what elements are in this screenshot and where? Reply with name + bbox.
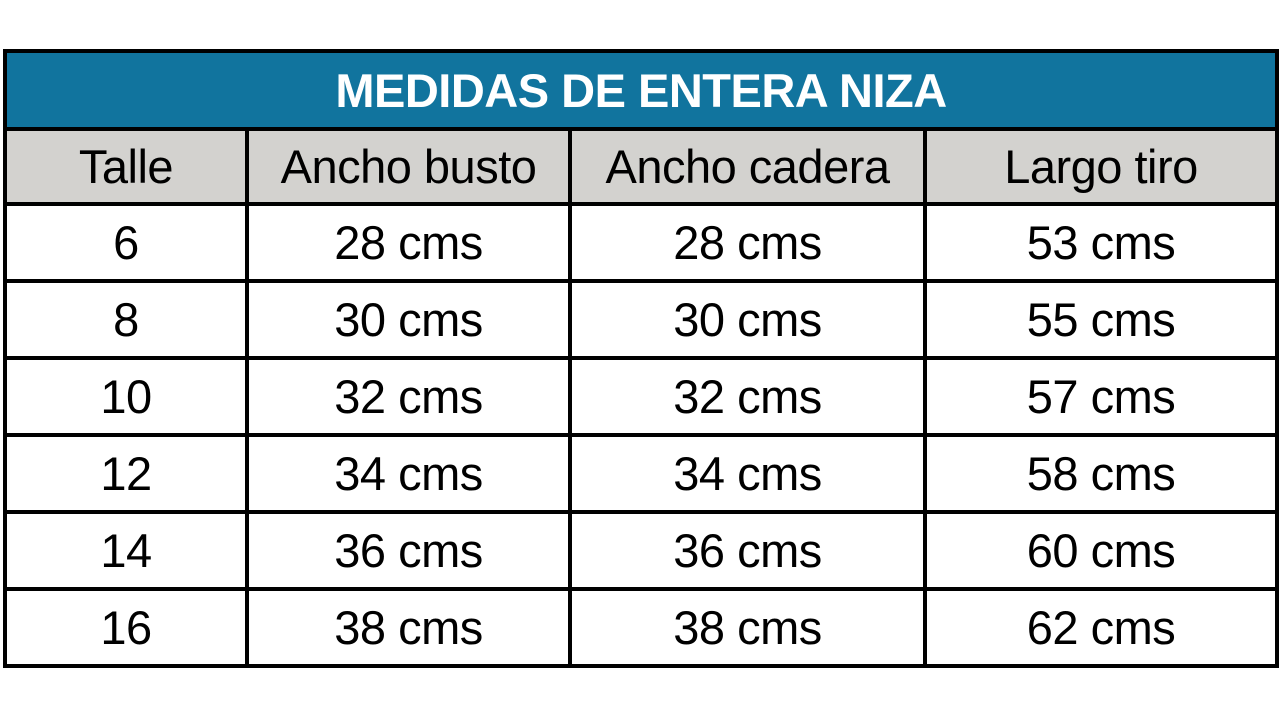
title-row: MEDIDAS DE ENTERA NIZA — [2, 49, 1280, 131]
header-row: Talle Ancho busto Ancho cadera Largo tir… — [3, 127, 1280, 206]
cell-ancho-cadera: 32 cms — [568, 356, 927, 437]
cell-talle: 6 — [3, 202, 249, 283]
table-title: MEDIDAS DE ENTERA NIZA — [2, 49, 1280, 131]
cell-ancho-busto: 32 cms — [245, 356, 572, 437]
cell-talle: 14 — [3, 510, 249, 591]
table-row: 16 38 cms 38 cms 62 cms — [3, 587, 1280, 668]
table-row: 14 36 cms 36 cms 60 cms — [3, 510, 1280, 591]
cell-ancho-busto: 30 cms — [245, 279, 572, 360]
cell-ancho-busto: 36 cms — [245, 510, 572, 591]
table-row: 10 32 cms 32 cms 57 cms — [3, 356, 1280, 437]
column-header-largo-tiro: Largo tiro — [922, 127, 1280, 206]
cell-ancho-busto: 34 cms — [245, 433, 572, 514]
column-header-ancho-busto: Ancho busto — [245, 127, 572, 206]
table-row: 8 30 cms 30 cms 55 cms — [3, 279, 1280, 360]
cell-talle: 16 — [3, 587, 249, 668]
cell-ancho-cadera: 36 cms — [568, 510, 927, 591]
cell-ancho-cadera: 30 cms — [568, 279, 927, 360]
cell-talle: 8 — [3, 279, 249, 360]
cell-largo-tiro: 60 cms — [922, 510, 1280, 591]
cell-largo-tiro: 62 cms — [922, 587, 1280, 668]
cell-ancho-busto: 28 cms — [245, 202, 572, 283]
cell-ancho-busto: 38 cms — [245, 587, 572, 668]
cell-largo-tiro: 58 cms — [922, 433, 1280, 514]
cell-talle: 12 — [3, 433, 249, 514]
cell-ancho-cadera: 38 cms — [568, 587, 927, 668]
table-row: 12 34 cms 34 cms 58 cms — [3, 433, 1280, 514]
column-header-ancho-cadera: Ancho cadera — [568, 127, 927, 206]
cell-talle: 10 — [3, 356, 249, 437]
cell-largo-tiro: 53 cms — [922, 202, 1280, 283]
cell-ancho-cadera: 34 cms — [568, 433, 927, 514]
cell-ancho-cadera: 28 cms — [568, 202, 927, 283]
cell-largo-tiro: 55 cms — [922, 279, 1280, 360]
size-table: MEDIDAS DE ENTERA NIZA Talle Ancho busto… — [2, 49, 1280, 668]
table-row: 6 28 cms 28 cms 53 cms — [3, 202, 1280, 283]
column-header-talle: Talle — [3, 127, 249, 206]
cell-largo-tiro: 57 cms — [922, 356, 1280, 437]
